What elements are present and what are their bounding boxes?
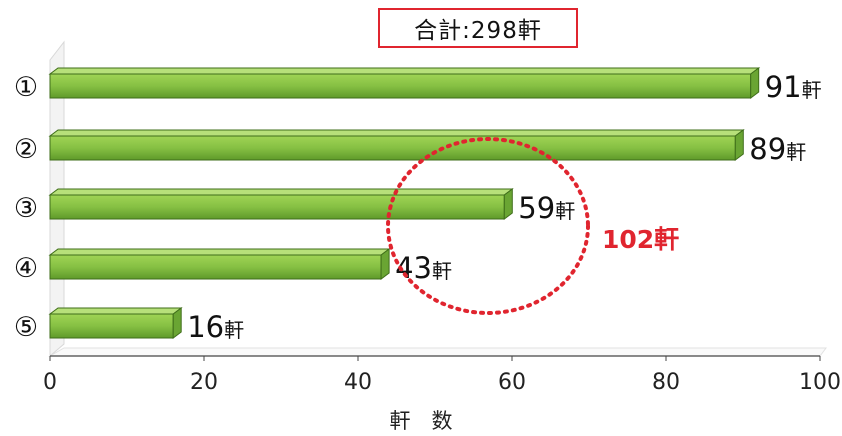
bar-top-face: [48, 307, 183, 315]
chart-title: 合計:298軒: [378, 8, 578, 48]
category-label: ④: [14, 253, 38, 284]
x-tick-label: 0: [43, 370, 57, 395]
highlight-circle: [386, 137, 590, 315]
bar-end-face: [750, 67, 760, 99]
bar: [49, 313, 174, 339]
bar-end-face: [380, 248, 390, 280]
bar-end-face: [172, 307, 182, 339]
data-label: 59軒: [518, 191, 575, 225]
category-label: ①: [14, 72, 38, 103]
chart-floor: [48, 347, 827, 357]
bar: [49, 135, 736, 161]
bar: [49, 254, 382, 280]
bar: [49, 73, 752, 99]
x-tick-label: 40: [344, 370, 372, 395]
bar-end-face: [503, 188, 513, 220]
data-label: 16軒: [187, 310, 244, 344]
bar: [49, 194, 505, 220]
annotation-label: 102軒: [602, 225, 679, 254]
data-label: 91軒: [765, 70, 822, 104]
bar-top-face: [48, 129, 745, 137]
category-label: ②: [14, 134, 38, 165]
category-label: ⑤: [14, 312, 38, 343]
x-axis-title: 軒 数: [390, 409, 453, 433]
x-tick-label: 80: [652, 370, 680, 395]
x-tick-label: 100: [799, 370, 841, 395]
data-label: 43軒: [395, 251, 452, 285]
data-label: 89軒: [749, 132, 806, 166]
x-tick-label: 20: [190, 370, 218, 395]
category-label: ③: [14, 193, 38, 224]
bar-top-face: [48, 248, 391, 256]
x-tick-label: 60: [498, 370, 526, 395]
bar-end-face: [734, 129, 744, 161]
bar-top-face: [48, 67, 761, 75]
plot-area: 0 20 40 60 80 100 軒 数 ① 91軒 ② 89軒 ③ 59軒 ④ 43軒 ⑤ 16軒 102軒: [14, 40, 841, 433]
bar-top-face: [48, 188, 514, 196]
